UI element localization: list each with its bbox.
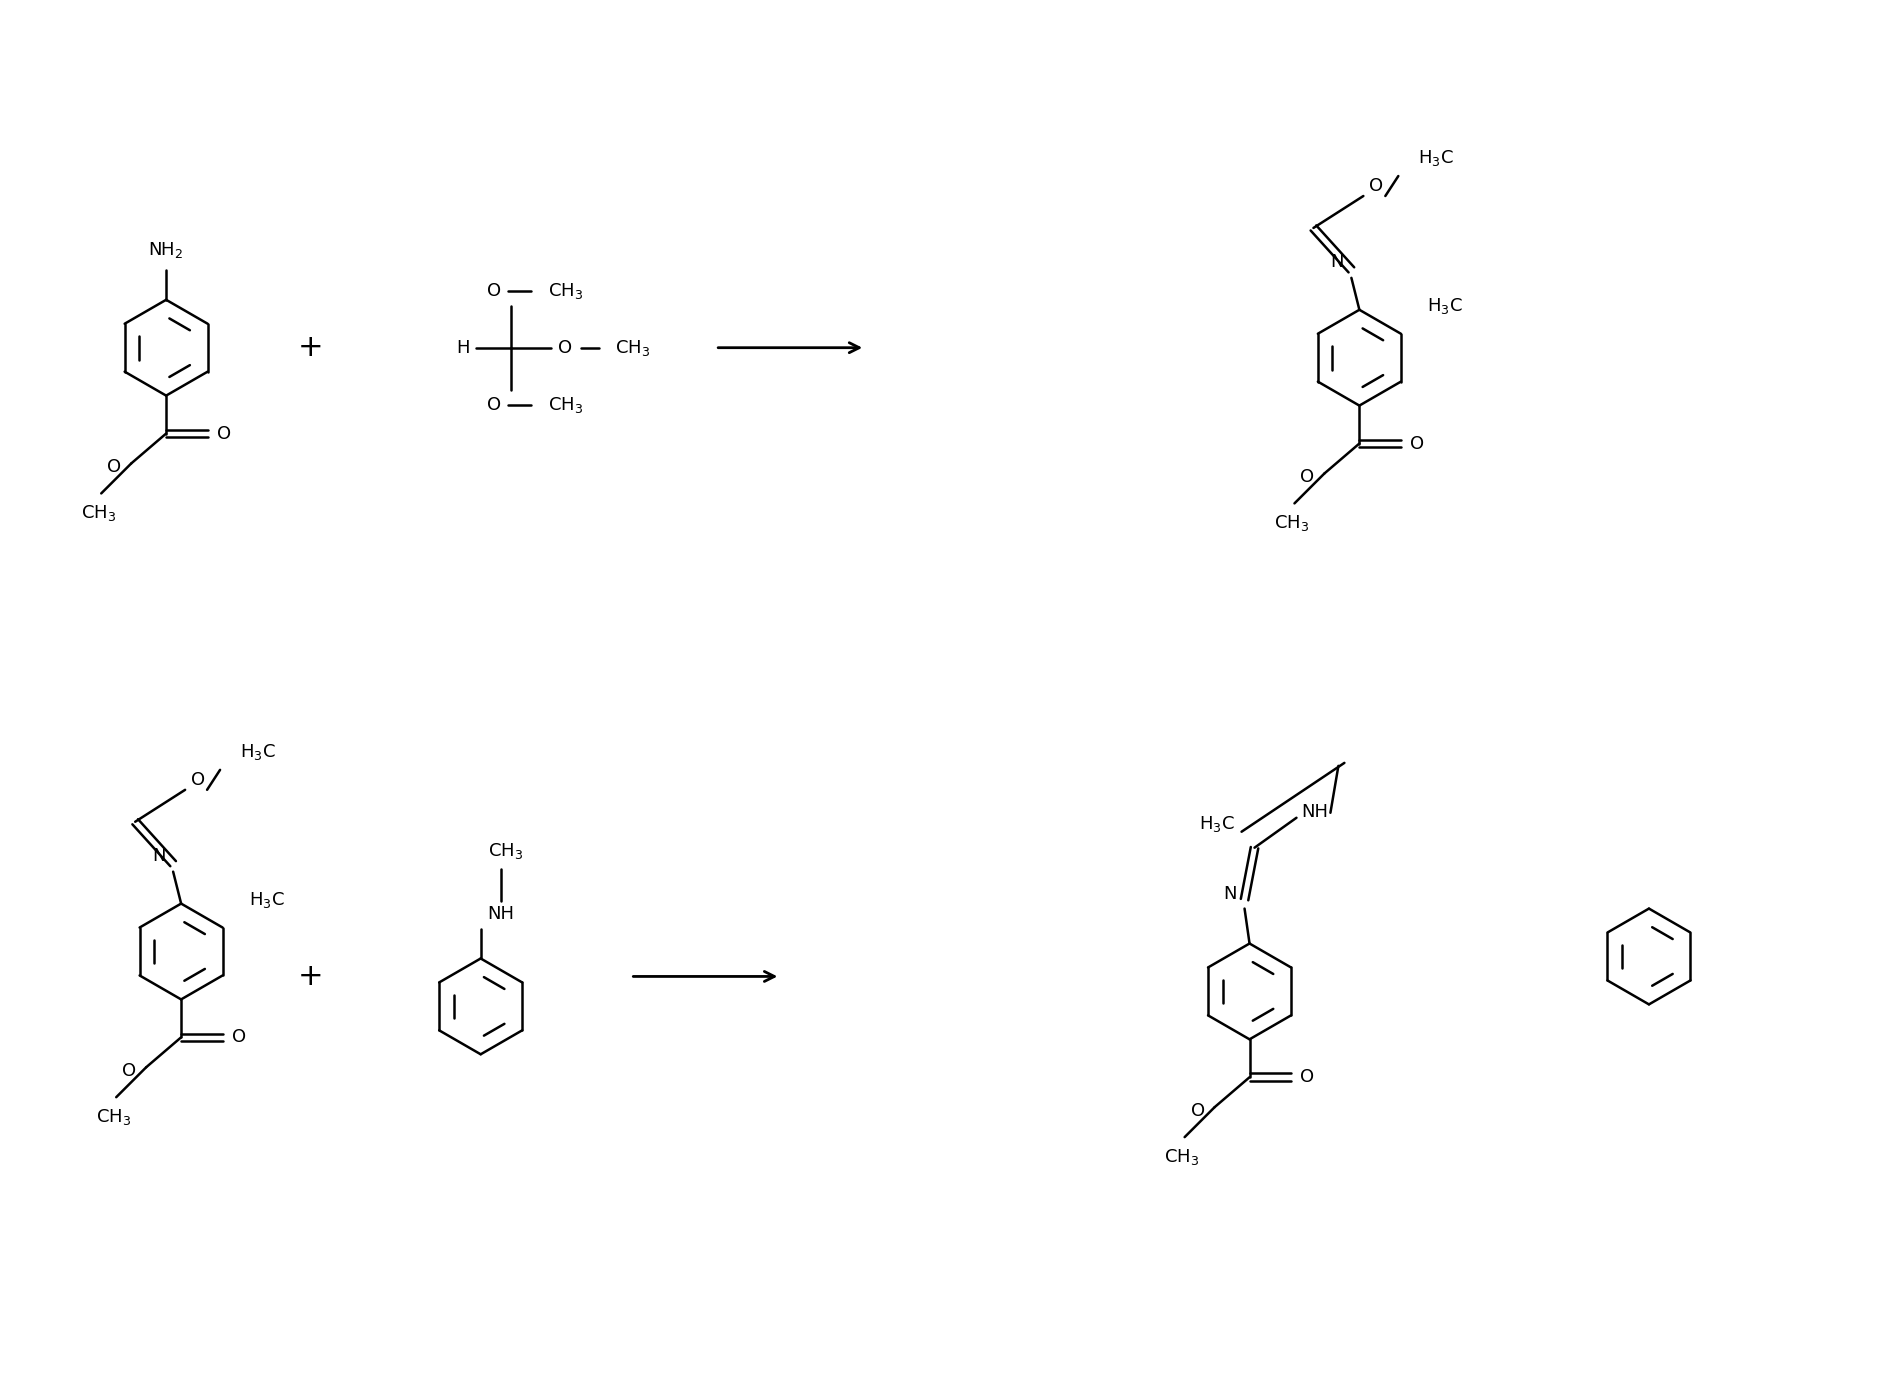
Text: H$_3$C: H$_3$C — [1419, 148, 1455, 168]
Text: O: O — [1190, 1102, 1205, 1120]
Text: O: O — [122, 1062, 137, 1080]
Text: O: O — [1301, 468, 1314, 486]
Text: +: + — [298, 334, 323, 362]
Text: CH$_3$: CH$_3$ — [1274, 513, 1308, 534]
Text: CH$_3$: CH$_3$ — [81, 503, 116, 524]
Text: N: N — [1331, 253, 1344, 271]
Text: CH$_3$: CH$_3$ — [616, 338, 649, 358]
Text: CH$_3$: CH$_3$ — [96, 1108, 131, 1127]
Text: O: O — [1410, 434, 1425, 453]
Text: O: O — [218, 425, 231, 443]
Text: O: O — [486, 395, 501, 414]
Text: H$_3$C: H$_3$C — [240, 742, 276, 761]
Text: H$_3$C: H$_3$C — [1199, 813, 1235, 834]
Text: CH$_3$: CH$_3$ — [548, 394, 584, 415]
Text: CH$_3$: CH$_3$ — [548, 281, 584, 300]
Text: N: N — [152, 847, 165, 865]
Text: N: N — [1222, 884, 1237, 902]
Text: O: O — [486, 282, 501, 300]
Text: H$_3$C: H$_3$C — [250, 890, 285, 909]
Text: NH$_2$: NH$_2$ — [148, 240, 184, 260]
Text: O: O — [559, 338, 572, 356]
Text: O: O — [233, 1028, 246, 1046]
Text: CH$_3$: CH$_3$ — [1164, 1147, 1199, 1166]
Text: H: H — [456, 338, 469, 356]
Text: H$_3$C: H$_3$C — [1427, 296, 1462, 316]
Text: NH: NH — [1301, 803, 1327, 821]
Text: O: O — [191, 771, 205, 789]
Text: O: O — [1301, 1069, 1314, 1087]
Text: O: O — [107, 458, 122, 476]
Text: O: O — [1370, 177, 1383, 196]
Text: +: + — [298, 963, 323, 990]
Text: CH$_3$: CH$_3$ — [488, 841, 524, 861]
Text: NH: NH — [488, 905, 514, 922]
